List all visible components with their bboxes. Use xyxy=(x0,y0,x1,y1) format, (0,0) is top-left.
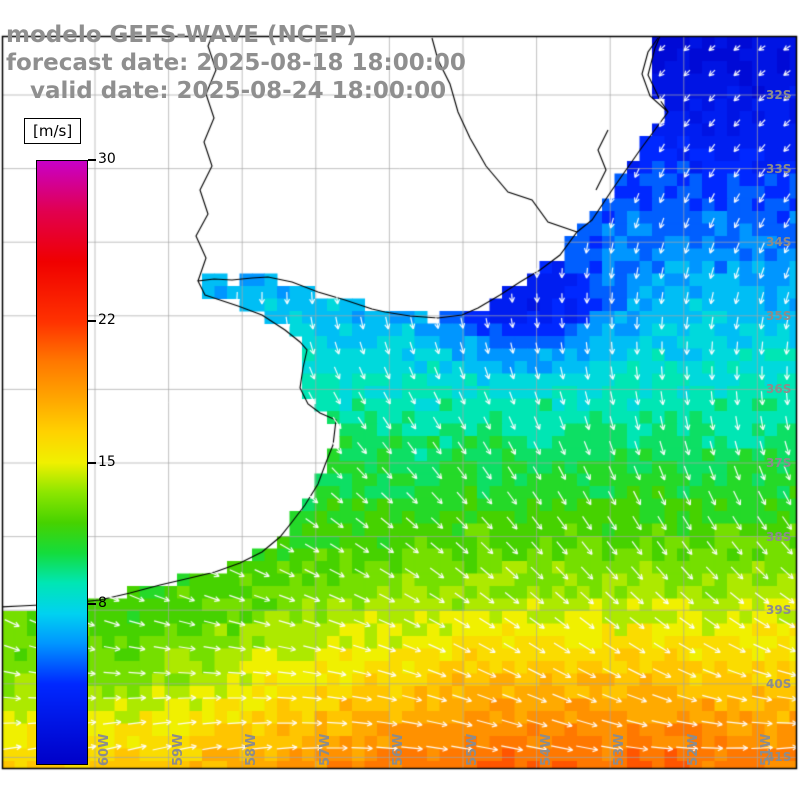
valid-date: valid date: 2025-08-24 18:00:00 xyxy=(6,78,447,104)
lat-label: 33S xyxy=(766,161,792,176)
lon-label: 60W xyxy=(97,733,112,766)
lon-label: 52W xyxy=(685,733,701,766)
lat-label: 37S xyxy=(766,456,792,470)
lat-label: 38S xyxy=(766,529,792,544)
colorbar-tick-label: 22 xyxy=(98,312,116,329)
colorbar-tick xyxy=(88,320,96,323)
lon-label: 56W xyxy=(391,733,407,766)
colorbar-tick-label: 8 xyxy=(98,594,107,611)
colorbar-tick-label: 30 xyxy=(98,151,116,167)
lon-label: 55W xyxy=(465,733,480,766)
forecast-date: forecast date: 2025-08-18 18:00:00 xyxy=(6,50,466,76)
lat-label: 35S xyxy=(766,308,792,323)
colorbar-tick-label: 15 xyxy=(98,453,116,470)
lat-label: 41S xyxy=(766,750,792,765)
lat-label: 32S xyxy=(766,88,792,102)
colorbar-tick xyxy=(88,159,96,161)
lon-label: 53W xyxy=(612,733,628,766)
lon-label: 59W xyxy=(170,733,186,766)
lon-label: 54W xyxy=(538,733,554,766)
model-title: modelo GEFS-WAVE (NCEP) xyxy=(6,22,357,48)
lon-label: 57W xyxy=(317,733,333,766)
colorbar-unit-label: [m/s] xyxy=(24,118,82,144)
colorbar-tick xyxy=(88,461,96,464)
colorbar xyxy=(36,160,88,765)
lat-label: 36S xyxy=(766,382,792,397)
lat-label: 39S xyxy=(766,603,792,618)
lon-label: 58W xyxy=(244,733,260,766)
lat-label: 40S xyxy=(766,676,792,691)
colorbar-tick xyxy=(88,602,96,605)
lat-label: 34S xyxy=(766,235,792,250)
